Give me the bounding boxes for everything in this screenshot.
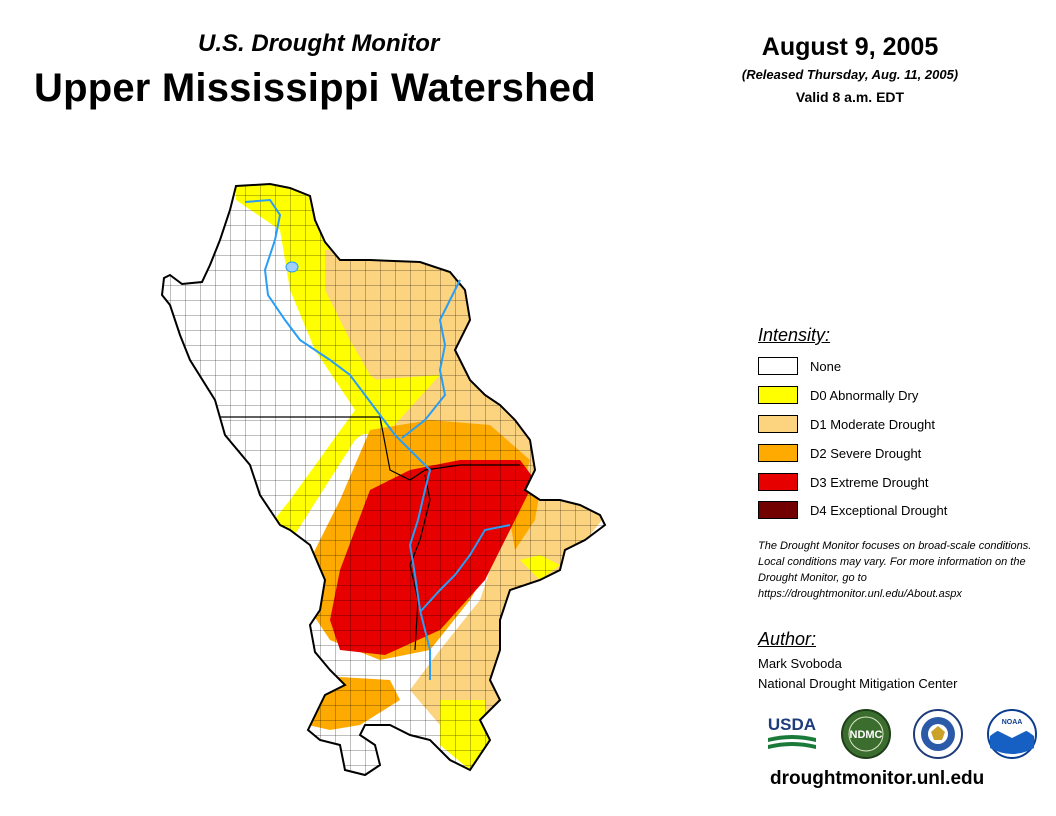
wisconsin-river xyxy=(401,279,461,439)
footer-url[interactable]: droughtmonitor.unl.edu xyxy=(770,768,985,789)
map-title: Upper Mississippi Watershed xyxy=(34,66,596,110)
commerce-seal-icon xyxy=(913,709,963,759)
author-name: Mark Svoboda xyxy=(758,656,842,671)
illinois-river xyxy=(419,524,511,613)
legend-item-d2: D2 Severe Drought xyxy=(758,442,921,464)
ndmc-logo-text: NDMC xyxy=(850,729,883,741)
legend-heading: Intensity: xyxy=(758,325,831,345)
mississippi-river xyxy=(244,198,432,680)
author-organization: National Drought Mitigation Center xyxy=(758,676,958,691)
legend-item-d0: D0 Abnormally Dry xyxy=(758,384,918,406)
legend-swatch-d1 xyxy=(758,415,798,433)
legend-label-d3: D3 Extreme Drought xyxy=(810,474,929,490)
legend-item-d4: D4 Exceptional Drought xyxy=(758,499,947,521)
legend-swatch-d3 xyxy=(758,473,798,491)
state-line-ia-il xyxy=(409,474,431,651)
noaa-logo-text: NOAA xyxy=(1002,719,1023,726)
drought-map xyxy=(161,183,606,776)
legend-label-none: None xyxy=(810,358,842,374)
legend-swatch-d4 xyxy=(758,501,798,519)
map-subtitle: U.S. Drought Monitor xyxy=(198,30,440,57)
legend-item-none: None xyxy=(758,355,841,377)
legend-label-d1: D1 Moderate Drought xyxy=(810,416,936,432)
noaa-logo: NOAA xyxy=(987,709,1037,759)
release-note: (Released Thursday, Aug. 11, 2005) xyxy=(741,67,959,82)
legend-label-d0: D0 Abnormally Dry xyxy=(810,387,919,403)
lake-icon xyxy=(285,261,299,273)
legend-label-d2: D2 Severe Drought xyxy=(810,445,922,461)
legend-item-d1: D1 Moderate Drought xyxy=(758,413,935,435)
legend-swatch-none xyxy=(758,357,798,375)
legend-swatch-d2 xyxy=(758,444,798,462)
legend-item-d3: D3 Extreme Drought xyxy=(758,471,929,493)
legend-swatch-d0 xyxy=(758,386,798,404)
map-date: August 9, 2005 xyxy=(761,33,939,61)
state-line-wi-il xyxy=(379,416,520,481)
usda-logo-text: USDA xyxy=(768,715,816,734)
ndmc-logo: NDMC xyxy=(841,709,891,759)
legend-label-d4: D4 Exceptional Drought xyxy=(810,502,948,518)
usda-logo: USDA xyxy=(768,715,816,749)
drought-monitor-note: The Drought Monitor focuses on broad-sca… xyxy=(758,540,1032,600)
county-boundaries xyxy=(162,184,605,775)
author-heading: Author: xyxy=(758,629,817,649)
valid-time: Valid 8 a.m. EDT xyxy=(795,89,905,105)
